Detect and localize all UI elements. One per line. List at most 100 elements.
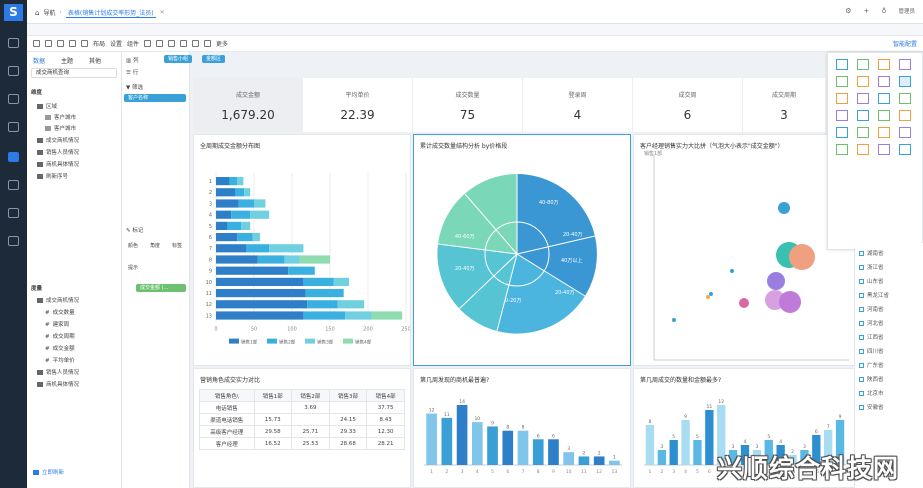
checkbox[interactable] (859, 405, 864, 410)
kpi-card[interactable]: 登录周 4 (523, 78, 633, 132)
sunburst-sector[interactable] (438, 174, 517, 254)
column-header[interactable]: 销售4部 (366, 389, 405, 402)
province-item[interactable]: 广东省 (859, 361, 884, 369)
column-bar[interactable] (548, 439, 559, 465)
database-icon[interactable] (8, 66, 19, 76)
column-bar[interactable] (645, 425, 655, 465)
chart-type-icon[interactable] (836, 110, 848, 121)
chart-type-icon[interactable] (857, 76, 869, 87)
bar-segment[interactable] (231, 210, 251, 219)
bar-segment[interactable] (237, 177, 244, 186)
column-header[interactable]: 销售1部 (253, 389, 293, 402)
tree-item[interactable]: 商机具体情况 (46, 382, 80, 388)
bubble[interactable] (739, 298, 749, 308)
column-bar[interactable] (517, 430, 529, 465)
bar-segment[interactable] (244, 188, 251, 197)
home-icon[interactable]: ⌂ (35, 8, 40, 17)
smart-config-button[interactable]: 智能配置 (892, 41, 917, 48)
column-bar[interactable] (456, 405, 468, 465)
province-item[interactable]: 河北省 (859, 319, 884, 327)
column-bar[interactable] (532, 439, 544, 465)
refresh-icon[interactable] (33, 40, 40, 47)
table-panel[interactable]: 营销角色成交实力对比 销售角色\ 销售1部 销售2部 销售3部 销售4部 电话销… (193, 368, 411, 488)
bar-chart-panel[interactable]: 全周期成交金额分布图 0 50 100 150 200 250 1 2 3 4 5 6 7 8 9 10 11 1… (193, 134, 411, 366)
bar-chart-icon[interactable] (168, 40, 176, 47)
gear-icon[interactable]: ⚙ (845, 7, 852, 15)
chart-type-icon[interactable] (878, 127, 890, 138)
tree-item[interactable]: 客户城市 (54, 126, 77, 132)
kpi-card[interactable]: 成交金额 1,679.20 (193, 78, 303, 132)
chart-type-icon[interactable] (899, 144, 911, 155)
sunburst-sector[interactable] (497, 254, 585, 334)
column-bar[interactable] (764, 440, 773, 465)
refresh-now-button[interactable]: 立即刷新 (42, 470, 65, 476)
column-bar[interactable] (669, 440, 678, 465)
component-menu[interactable]: 组件 (127, 41, 140, 48)
checkbox[interactable] (859, 377, 864, 382)
bubble[interactable] (767, 272, 785, 290)
checkbox[interactable] (859, 279, 864, 284)
bar-segment[interactable] (284, 255, 300, 264)
bar-segment[interactable] (229, 177, 238, 186)
bubble[interactable] (709, 292, 713, 296)
bar-segment[interactable] (269, 244, 304, 253)
tab-active[interactable]: 表格(销售计划成交率形势_法员) (65, 9, 156, 18)
save-icon[interactable] (57, 40, 64, 47)
bar-segment[interactable] (299, 255, 330, 264)
chart-type-icon[interactable] (899, 110, 911, 121)
sunburst-sector[interactable] (437, 244, 517, 331)
chart-type-icon[interactable] (857, 110, 869, 121)
tree-item[interactable]: 成交数量 (52, 310, 75, 316)
user-name[interactable]: 管理员 (898, 9, 915, 15)
bubble[interactable] (779, 291, 801, 313)
chart-type-icon[interactable] (857, 144, 869, 155)
checkbox[interactable] (859, 321, 864, 326)
bar-segment[interactable] (216, 221, 228, 230)
checkbox[interactable] (859, 335, 864, 340)
column-bar[interactable] (835, 420, 845, 465)
tree-item[interactable]: 成交商机情况 (46, 298, 80, 304)
province-item[interactable]: 河南省 (859, 305, 884, 313)
bar-segment[interactable] (252, 233, 261, 242)
tree-item[interactable]: 销售人员情况 (46, 370, 80, 376)
bar-segment[interactable] (345, 311, 372, 320)
bar-segment[interactable] (216, 210, 232, 219)
filter-chip[interactable]: 客户名称 (124, 94, 186, 102)
chart-type-icon[interactable] (836, 59, 848, 70)
column-bar[interactable] (609, 460, 620, 465)
mark-color[interactable]: 颜色 (128, 243, 139, 249)
chart-type-icon[interactable] (878, 110, 890, 121)
tree-item[interactable]: 客户城市 (54, 115, 77, 121)
chart-type-icon[interactable] (836, 93, 848, 104)
province-item[interactable]: 山东省 (859, 277, 884, 285)
checkbox[interactable] (859, 349, 864, 354)
monitor-icon[interactable] (8, 38, 19, 48)
bar-segment[interactable] (216, 277, 304, 286)
sunburst-panel[interactable]: 累计成交数量结构分析 by价格段 40-80万 20-40万 40万以上 20-… (413, 134, 631, 366)
close-tab-icon[interactable]: ✕ (159, 9, 165, 16)
bar-segment[interactable] (257, 255, 285, 264)
column-bar[interactable] (824, 430, 833, 465)
column-header[interactable]: 销售3部 (328, 389, 368, 402)
column-header[interactable]: 销售角色\ (199, 389, 255, 402)
column-bar[interactable] (800, 450, 809, 465)
bubble[interactable] (730, 269, 734, 273)
chart-type-icon[interactable] (899, 59, 911, 70)
chart-type-icon[interactable] (836, 127, 848, 138)
bubble[interactable] (706, 295, 710, 299)
kpi-card[interactable]: 成交周期 3 (743, 78, 825, 132)
column-chip-2[interactable]: 金额区 (202, 55, 226, 63)
bar-segment[interactable] (216, 266, 289, 275)
bar-segment[interactable] (216, 199, 239, 208)
bar-segment[interactable] (216, 177, 230, 186)
checkbox[interactable] (859, 293, 864, 298)
plus-icon[interactable]: + (863, 7, 870, 15)
column-bar[interactable] (728, 450, 738, 465)
bar-segment[interactable] (216, 244, 247, 253)
chart-type-icon[interactable] (899, 127, 911, 138)
edit-icon[interactable] (8, 122, 19, 132)
province-item[interactable]: 江西省 (859, 333, 884, 341)
bar-segment[interactable] (303, 277, 334, 286)
bar-segment[interactable] (237, 233, 253, 242)
bar-segment[interactable] (246, 244, 270, 253)
